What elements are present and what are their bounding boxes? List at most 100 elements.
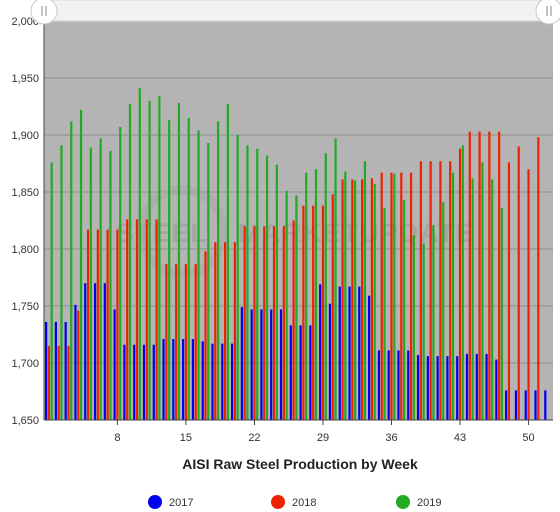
bar-2018-week-20[interactable] [233,242,236,420]
bar-2017-week-7[interactable] [103,283,106,420]
bar-2018-week-43[interactable] [458,148,462,420]
bar-2017-week-42[interactable] [446,356,449,420]
bar-2018-week-21[interactable] [243,226,246,420]
bar-2019-week-6[interactable] [99,138,102,421]
bar-2018-week-48[interactable] [507,162,511,421]
bar-2018-week-13[interactable] [165,263,168,420]
bar-2018-week-40[interactable] [429,161,432,420]
bar-2019-week-23[interactable] [265,155,269,420]
bar-2017-week-4[interactable] [74,304,77,420]
bar-2017-week-49[interactable] [514,390,518,420]
bar-2019-week-9[interactable] [128,104,132,420]
bar-2019-week-45[interactable] [481,162,484,421]
bar-2018-week-8[interactable] [116,229,119,420]
bar-2017-week-28[interactable] [309,325,312,420]
bar-2017-week-52[interactable] [544,390,547,420]
bar-2017-week-41[interactable] [436,356,439,420]
bar-2017-week-10[interactable] [133,344,136,420]
bar-2019-week-20[interactable] [236,135,239,420]
bar-2017-week-24[interactable] [270,309,273,420]
bar-2019-week-29[interactable] [324,153,327,421]
bar-2019-week-24[interactable] [275,164,278,420]
bar-2019-week-2[interactable] [60,145,63,420]
bar-2018-week-31[interactable] [341,179,344,420]
bar-2017-week-32[interactable] [348,286,351,420]
bar-2017-week-13[interactable] [162,339,165,420]
bar-2019-week-10[interactable] [138,88,141,420]
bar-2017-week-5[interactable] [84,283,87,420]
bar-2017-week-33[interactable] [358,286,361,420]
bar-2019-week-27[interactable] [305,172,308,420]
bar-2018-week-34[interactable] [370,178,374,420]
bar-2017-week-26[interactable] [289,325,292,420]
bar-2018-week-15[interactable] [184,263,188,420]
bar-2019-week-16[interactable] [197,130,200,420]
bar-2018-week-26[interactable] [292,220,295,421]
bar-2018-week-9[interactable] [126,219,129,420]
scrollbar-track[interactable] [43,0,550,22]
bar-2018-week-47[interactable] [498,131,501,420]
bar-2017-week-18[interactable] [211,343,214,420]
bar-2019-week-36[interactable] [393,173,396,420]
legend-item-2017[interactable]: 2017 [148,495,193,509]
bar-2017-week-43[interactable] [456,356,459,420]
bar-2019-week-33[interactable] [363,161,367,420]
bar-2017-week-31[interactable] [338,286,341,420]
bar-2017-week-45[interactable] [475,353,478,420]
bar-2019-week-7[interactable] [109,150,112,420]
bar-2018-week-24[interactable] [272,226,276,420]
bar-2019-week-26[interactable] [295,195,298,420]
legend-item-2019[interactable]: 2019 [396,495,441,509]
bar-2017-week-21[interactable] [240,307,243,420]
bar-2018-week-41[interactable] [439,161,442,420]
bar-2017-week-27[interactable] [299,325,302,420]
bar-2018-week-25[interactable] [282,226,285,420]
bar-2019-week-35[interactable] [383,207,386,420]
bar-2017-week-12[interactable] [152,344,155,420]
bar-2017-week-16[interactable] [191,339,195,420]
bar-2019-week-8[interactable] [119,127,122,421]
bar-2019-week-25[interactable] [285,190,288,420]
bar-2017-week-51[interactable] [534,390,537,420]
bar-2017-week-22[interactable] [250,309,253,420]
bar-2018-week-10[interactable] [135,219,139,420]
bar-2019-week-44[interactable] [471,178,474,420]
bar-2017-week-9[interactable] [123,344,126,420]
bar-2017-week-30[interactable] [328,303,332,420]
bar-2017-week-37[interactable] [397,350,400,420]
bar-2017-week-47[interactable] [495,359,498,420]
bar-2018-week-27[interactable] [302,205,305,420]
bar-2019-week-31[interactable] [344,171,347,420]
bar-2017-week-23[interactable] [260,309,263,420]
bar-2018-week-23[interactable] [263,226,266,420]
legend-item-2018[interactable]: 2018 [271,495,316,509]
bar-2017-week-35[interactable] [377,350,380,420]
bar-2019-week-3[interactable] [70,121,73,420]
bar-2017-week-36[interactable] [387,350,390,420]
bar-2017-week-15[interactable] [182,339,185,420]
bar-2017-week-25[interactable] [279,309,283,420]
bar-2018-week-1[interactable] [47,345,50,420]
bar-2019-week-30[interactable] [334,138,337,421]
bar-2017-week-20[interactable] [230,343,234,420]
bar-2019-week-34[interactable] [373,184,376,420]
bar-2019-week-32[interactable] [354,180,357,420]
bar-2018-week-28[interactable] [312,205,315,420]
bar-2019-week-22[interactable] [256,148,259,420]
bar-2018-week-46[interactable] [488,131,491,420]
bar-2019-week-43[interactable] [461,145,464,420]
bar-2017-week-14[interactable] [172,339,175,420]
bar-2018-week-32[interactable] [351,179,354,420]
bar-2019-week-38[interactable] [412,235,415,420]
bar-2019-week-37[interactable] [402,199,406,420]
bar-2018-week-45[interactable] [478,131,481,420]
bar-2018-week-33[interactable] [361,179,364,420]
bar-2017-week-40[interactable] [426,356,429,420]
bar-2018-week-3[interactable] [67,345,70,420]
bar-2019-week-15[interactable] [187,117,190,421]
bar-2019-week-39[interactable] [422,243,425,420]
bar-2018-week-4[interactable] [77,310,80,420]
bar-2019-week-18[interactable] [217,121,220,420]
bar-2019-week-1[interactable] [50,162,53,421]
bar-2017-week-19[interactable] [221,343,224,420]
